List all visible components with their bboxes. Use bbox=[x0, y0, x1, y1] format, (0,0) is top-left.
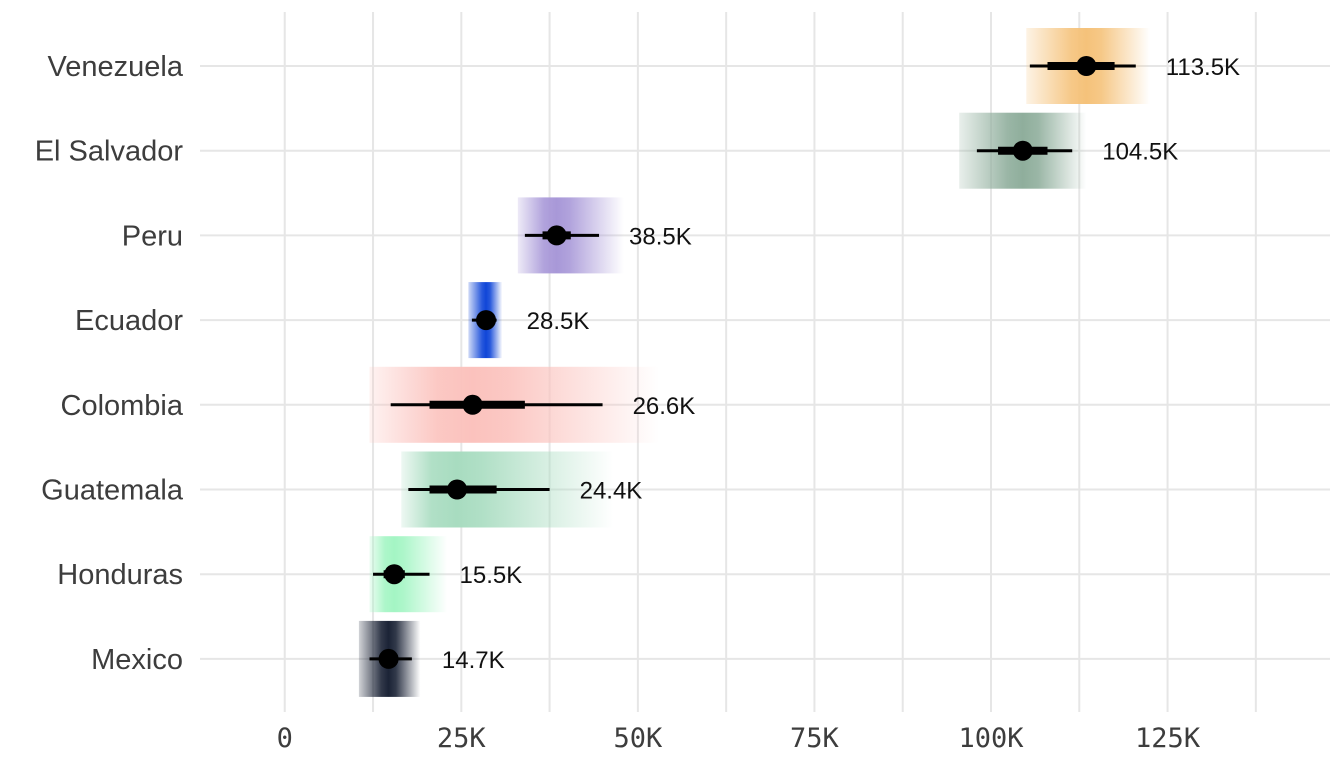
intervals bbox=[369, 56, 1136, 669]
data-label: 104.5K bbox=[1102, 139, 1178, 166]
x-tick-label: 0 bbox=[277, 723, 293, 754]
data-label: 38.5K bbox=[629, 223, 692, 250]
x-tick-label: 75K bbox=[790, 723, 840, 754]
category-label: Colombia bbox=[61, 390, 184, 422]
point-estimate bbox=[462, 394, 483, 415]
interval-bands bbox=[358, 28, 1150, 697]
point-estimate bbox=[384, 564, 405, 585]
data-label: 113.5K bbox=[1166, 54, 1240, 81]
category-label: Venezuela bbox=[48, 51, 184, 83]
x-tick-label: 25K bbox=[437, 723, 487, 754]
point-estimate bbox=[476, 310, 497, 331]
x-tick-label: 125K bbox=[1135, 723, 1201, 754]
point-estimate bbox=[447, 479, 468, 500]
data-label: 15.5K bbox=[460, 562, 523, 589]
category-label: Peru bbox=[122, 220, 183, 252]
category-label: Honduras bbox=[57, 559, 183, 591]
category-label: Ecuador bbox=[75, 305, 183, 337]
data-label: 14.7K bbox=[442, 647, 505, 674]
category-label: Mexico bbox=[91, 644, 183, 676]
category-label: El Salvador bbox=[35, 136, 184, 168]
x-tick-label: 50K bbox=[613, 723, 663, 754]
category-label: Guatemala bbox=[41, 475, 184, 507]
labels: 0 25K 50K 75K 100K 125K Venezuela El Salvador Pe… bbox=[35, 51, 1240, 754]
point-estimate bbox=[1012, 140, 1033, 161]
data-label: 26.6K bbox=[633, 393, 696, 420]
data-label: 24.4K bbox=[580, 478, 643, 505]
point-estimate bbox=[378, 648, 399, 669]
data-label: 28.5K bbox=[527, 308, 590, 335]
point-estimate bbox=[546, 225, 567, 246]
point-estimate bbox=[1076, 56, 1097, 76]
x-tick-label: 100K bbox=[958, 723, 1024, 754]
